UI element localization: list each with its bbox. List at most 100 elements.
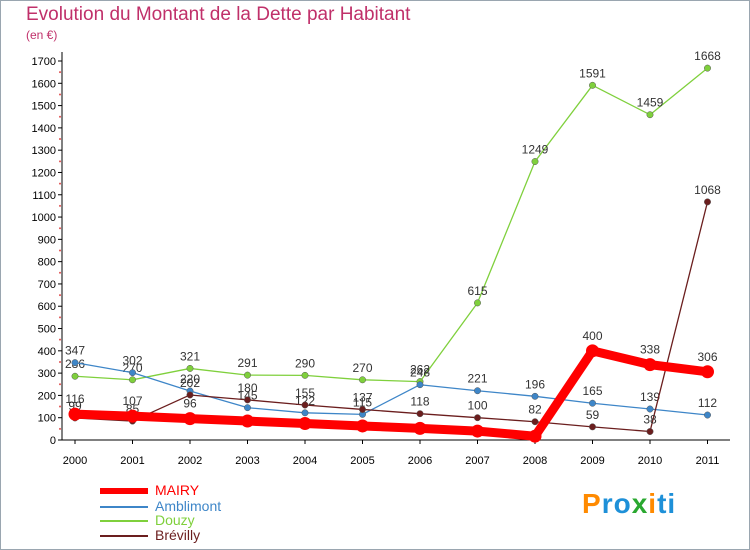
y-tick-label: 1500: [32, 101, 56, 113]
logo-letter: t: [657, 488, 668, 519]
data-label-amblimont: 196: [525, 377, 545, 391]
data-label-mairy: 400: [582, 329, 602, 343]
y-tick-label: 900: [38, 234, 56, 246]
x-tick-label: 2005: [350, 455, 374, 467]
data-label-douzy: 1459: [637, 96, 664, 110]
x-tick-label: 2010: [638, 455, 662, 467]
data-label-brevilly: 1068: [694, 183, 721, 197]
y-minor-tick: [59, 249, 61, 252]
x-tick-label: 2004: [293, 455, 317, 467]
data-point-brevilly: [704, 198, 711, 206]
data-point-brevilly: [589, 423, 596, 431]
data-point-amblimont: [474, 387, 481, 395]
legend-label-brevilly: Brévilly: [155, 527, 201, 543]
data-label-brevilly: 118: [410, 395, 429, 409]
y-minor-tick: [59, 271, 61, 274]
data-point-brevilly: [531, 418, 539, 426]
y-minor-tick: [59, 338, 61, 341]
data-label-mairy: 116: [65, 392, 84, 406]
data-label-mairy: 96: [183, 397, 197, 411]
y-tick-label: 400: [38, 346, 56, 358]
data-label-douzy: 290: [295, 356, 315, 370]
x-tick-label: 2006: [408, 455, 432, 467]
data-point-douzy: [646, 111, 654, 119]
data-label-douzy: 1668: [694, 49, 721, 63]
data-point-amblimont: [416, 381, 424, 389]
x-tick-label: 2011: [696, 455, 720, 467]
y-minor-tick: [59, 294, 61, 297]
data-point-douzy: [301, 371, 309, 379]
logo-letter: i: [648, 488, 658, 519]
data-point-mairy: [701, 365, 714, 379]
y-tick-label: 600: [38, 301, 56, 313]
legend-swatch-brevilly: [100, 535, 148, 537]
data-point-mairy: [471, 424, 484, 438]
series-line-mairy: [70, 346, 712, 441]
data-point-amblimont: [244, 404, 251, 412]
data-point-mairy: [126, 409, 139, 423]
y-minor-tick: [59, 71, 61, 74]
y-tick-label: 1100: [32, 190, 56, 202]
data-label-brevilly: 202: [180, 376, 200, 390]
y-minor-tick: [59, 182, 61, 185]
data-point-brevilly: [301, 401, 309, 409]
data-label-douzy: 321: [180, 349, 200, 363]
data-point-douzy: [704, 64, 711, 72]
data-label-brevilly: 180: [237, 381, 257, 395]
data-point-douzy: [474, 299, 481, 307]
x-tick-label: 2000: [63, 455, 87, 467]
data-label-amblimont: 220: [180, 372, 200, 386]
logo-letter: o: [613, 488, 632, 519]
legend-swatch-amblimont: [100, 506, 148, 508]
y-tick-label: 500: [38, 324, 56, 336]
y-minor-tick: [59, 227, 61, 230]
data-label-douzy: 1249: [522, 143, 549, 157]
data-label-douzy: 615: [467, 284, 487, 298]
y-tick-label: 1000: [32, 212, 56, 224]
legend-label-amblimont: Amblimont: [155, 498, 222, 514]
legend-swatch-douzy: [100, 520, 148, 522]
data-point-brevilly: [244, 396, 251, 404]
data-point-amblimont: [71, 359, 79, 367]
data-point-brevilly: [646, 428, 654, 435]
data-label-brevilly: 100: [467, 399, 487, 413]
data-label-amblimont: 115: [353, 395, 372, 409]
data-point-brevilly: [474, 414, 481, 422]
data-label-brevilly: 38: [643, 413, 657, 427]
data-label-brevilly: 59: [586, 408, 600, 422]
data-label-amblimont: 165: [582, 384, 602, 398]
data-point-amblimont: [301, 409, 309, 417]
legend-label-mairy: MAIRY: [155, 482, 200, 498]
series-line-brevilly: [74, 201, 709, 433]
data-label-amblimont: 112: [698, 396, 717, 410]
y-minor-tick: [59, 383, 61, 386]
chart-title: Evolution du Montant de la Dette par Hab…: [26, 4, 411, 25]
y-minor-tick: [59, 93, 61, 96]
data-label-amblimont: 302: [122, 354, 142, 368]
y-minor-tick: [59, 427, 61, 430]
data-label-mairy: 338: [640, 343, 660, 357]
y-tick-label: 1700: [32, 56, 56, 68]
x-tick-label: 2007: [465, 455, 489, 467]
data-point-mairy: [241, 414, 254, 428]
y-tick-label: 1600: [32, 78, 56, 90]
data-point-brevilly: [416, 410, 424, 418]
y-tick-label: 800: [38, 257, 56, 269]
data-label-brevilly: 155: [295, 386, 315, 400]
y-minor-tick: [59, 360, 61, 363]
x-tick-label: 2003: [235, 455, 259, 467]
data-label-douzy: 270: [352, 361, 372, 375]
data-point-amblimont: [129, 369, 136, 377]
data-label-amblimont: 139: [640, 390, 660, 404]
data-point-mairy: [528, 429, 542, 443]
data-point-mairy: [643, 358, 657, 372]
y-tick-label: 1300: [32, 145, 56, 157]
data-point-douzy: [531, 158, 539, 165]
series-line-douzy: [74, 67, 709, 383]
data-label-brevilly: 82: [528, 403, 542, 417]
data-point-douzy: [186, 364, 194, 372]
data-label-brevilly: 137: [352, 390, 372, 404]
logo-letter: P: [582, 488, 602, 519]
